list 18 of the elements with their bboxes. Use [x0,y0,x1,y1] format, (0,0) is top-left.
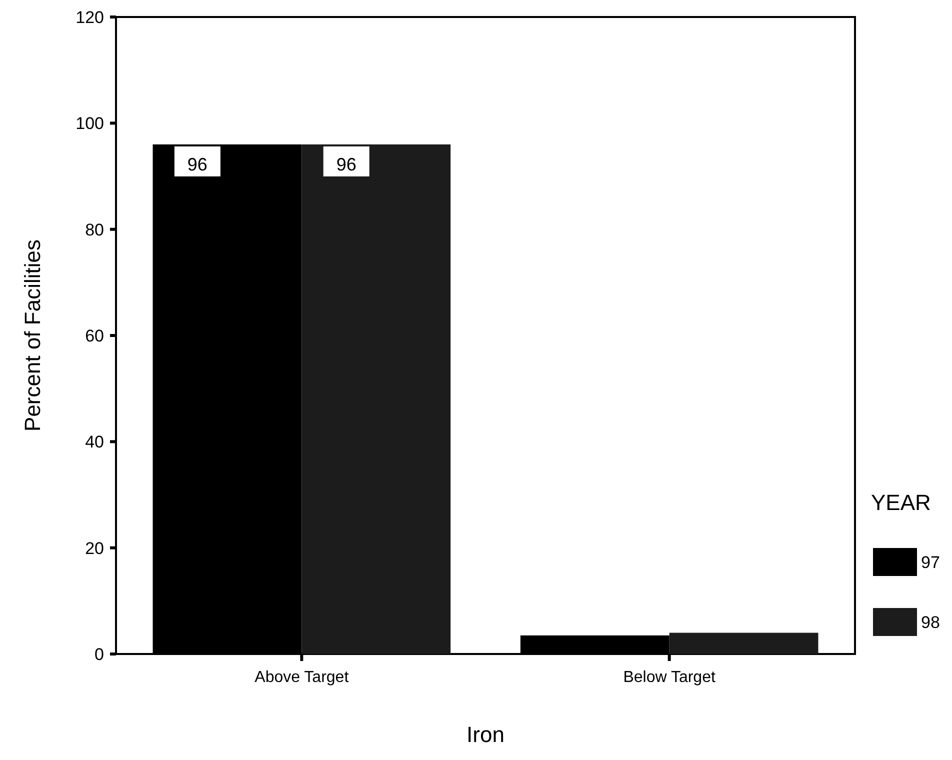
x-axis-title: Iron [466,722,504,747]
data-label: 96 [336,154,356,174]
y-tick-label: 120 [76,8,104,27]
y-tick-label: 40 [85,432,104,452]
y-tick-label: 60 [85,326,104,346]
legend-title: YEAR [871,490,931,515]
y-tick-label: 80 [85,220,104,240]
y-tick-label: 0 [94,644,104,664]
y-axis-title: Percent of Facilities [20,240,45,432]
x-tick-label: Below Target [623,669,716,686]
legend-label: 98 [921,612,940,632]
x-tick-label: Above Target [254,669,350,686]
bar [302,144,451,654]
y-tick-label: 100 [76,114,104,134]
data-label: 96 [187,154,208,174]
bar [669,632,818,654]
y-tick-label: 20 [85,538,104,558]
legend-label: 97 [921,552,940,572]
